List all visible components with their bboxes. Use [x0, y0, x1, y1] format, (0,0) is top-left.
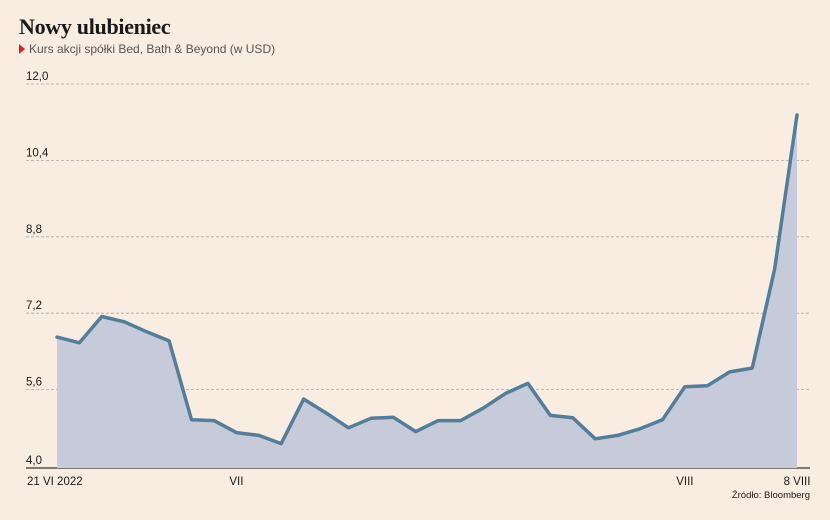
source-note: Źródło: Bloomberg	[731, 490, 810, 501]
x-tick-label: VII	[229, 476, 243, 488]
red-triangle-marker-icon	[19, 44, 25, 54]
y-tick-label: 7,2	[26, 300, 42, 312]
x-tick-label: VIII	[676, 476, 693, 488]
y-tick-label: 8,8	[26, 224, 42, 236]
chart-title: Nowy ulubieniec	[19, 14, 171, 39]
x-tick-label: 8 VIII	[784, 476, 811, 488]
chart-subtitle: Kurs akcji spółki Bed, Bath & Beyond (w …	[19, 42, 275, 56]
x-tick-label: 21 VI 2022	[27, 476, 83, 488]
chart-subtitle-text: Kurs akcji spółki Bed, Bath & Beyond (w …	[29, 42, 276, 56]
price-line	[55, 113, 799, 446]
y-tick-label: 5,6	[26, 377, 42, 389]
price-area	[57, 115, 797, 468]
y-tick-label: 4,0	[26, 455, 42, 467]
y-tick-label: 10,4	[26, 147, 49, 159]
y-tick-label: 12,0	[26, 71, 48, 83]
